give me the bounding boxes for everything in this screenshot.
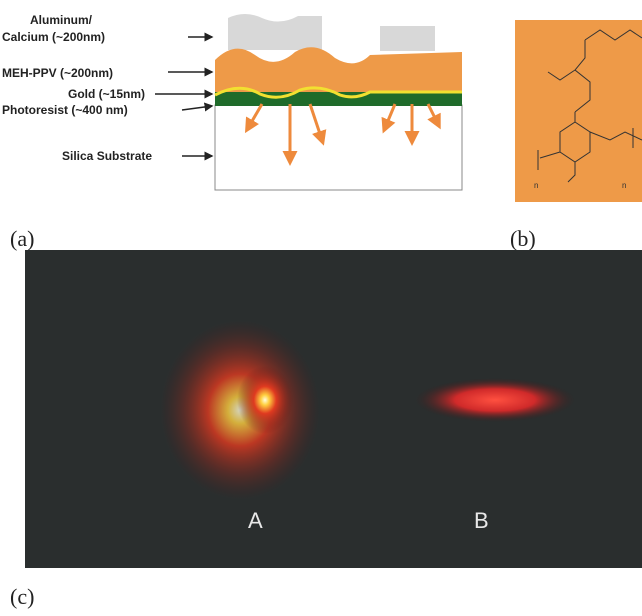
aluminum-bumps xyxy=(228,14,322,50)
spot-b xyxy=(415,378,575,422)
label-arrows xyxy=(155,37,212,156)
panel-a: Aluminum/ Calcium (~200nm) MEH-PPV (~200… xyxy=(2,13,462,251)
panel-c: A B (c) xyxy=(10,250,642,609)
spot-label: A xyxy=(248,508,263,533)
subscript: n xyxy=(622,181,626,190)
panel-label: (c) xyxy=(10,584,34,609)
panel-label: (b) xyxy=(510,226,536,251)
layer-label: Gold (~15nm) xyxy=(68,87,145,101)
structure-bg xyxy=(515,20,642,202)
layer-label: MEH-PPV (~200nm) xyxy=(2,66,113,80)
figure: Aluminum/ Calcium (~200nm) MEH-PPV (~200… xyxy=(0,0,642,616)
layer-label: Aluminum/ xyxy=(30,13,93,27)
meh-ppv xyxy=(215,47,462,95)
subscript: n xyxy=(534,181,538,190)
layer-label: Photoresist (~400 nm) xyxy=(2,103,128,117)
silica xyxy=(215,105,462,190)
panel-label: (a) xyxy=(10,226,34,251)
layer-label: Calcium (~200nm) xyxy=(2,30,105,44)
layer-label: Silica Substrate xyxy=(62,149,152,163)
spot-a xyxy=(237,366,293,434)
spot-label: B xyxy=(474,508,489,533)
aluminum-pad xyxy=(380,26,435,51)
panel-b: n n (b) xyxy=(510,20,642,251)
